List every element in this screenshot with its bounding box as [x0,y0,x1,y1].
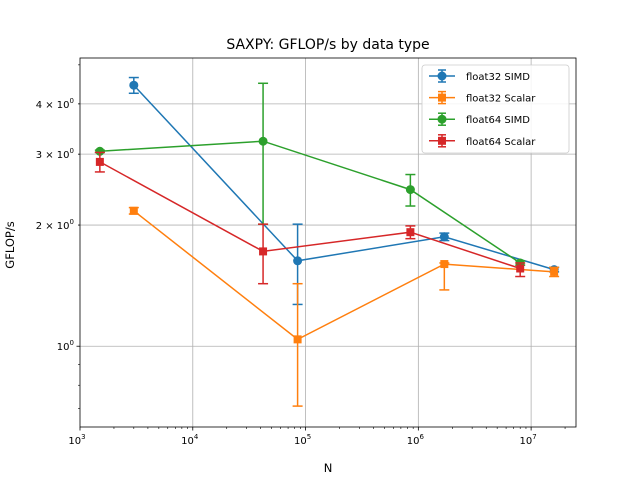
series-line [99,161,521,270]
data-point [258,136,268,146]
x-tick-label: 104 [181,433,199,447]
legend-marker [438,93,446,102]
data-point [439,232,449,242]
data-point [259,247,268,256]
legend-item: float32 Scalar [429,90,536,105]
legend-label: float32 SIMD [466,72,530,83]
legend-label: float64 SIMD [466,115,530,126]
series-line [99,140,521,264]
legend-item: float64 SIMD [429,112,530,126]
legend-marker [437,114,447,124]
data-point [129,80,139,90]
legend-marker [437,71,447,81]
y-tick-label: 100 [57,339,74,353]
data-point [129,206,138,215]
plot-frame [79,57,577,428]
data-point [293,256,303,266]
legend-box [421,64,570,154]
y-tick-label: 2 × 100 [36,218,74,232]
chart-title: SAXPY: GFLOP/s by data type [226,37,429,53]
data-point [516,264,525,273]
legend-label: float32 Scalar [466,94,536,105]
data-point [293,335,302,344]
x-tick-label: 107 [520,433,537,447]
tick-layer: 103 104 105 106 107 100 2 × 100 3 × 100 4 × 100 [36,64,566,447]
series-line [133,84,555,271]
data-point [95,157,104,166]
legend-label: float64 Scalar [466,137,536,148]
y-tick-label: 3 × 100 [36,147,74,161]
data-point [405,185,415,195]
legend-item: float32 SIMD [429,69,530,83]
data-point [95,146,105,156]
data-point [550,267,559,276]
series-float64-scalar [94,151,526,285]
y-tick-label: 4 × 100 [36,97,74,111]
x-tick-label: 105 [294,433,311,447]
legend: float32 SIMD float32 Scalar float64 SIMD fl… [421,64,570,154]
x-tick-label: 106 [407,433,425,447]
series-line [133,210,555,341]
legend-item: float64 Scalar [429,134,536,148]
y-axis-label: GFLOP/s [3,221,17,268]
series-float32-scalar [128,206,560,407]
legend-marker [438,136,446,145]
x-tick-label: 103 [68,433,85,447]
data-point [406,228,415,237]
data-point [440,260,449,269]
series-layer [94,76,560,407]
x-axis-label: N [324,461,333,475]
